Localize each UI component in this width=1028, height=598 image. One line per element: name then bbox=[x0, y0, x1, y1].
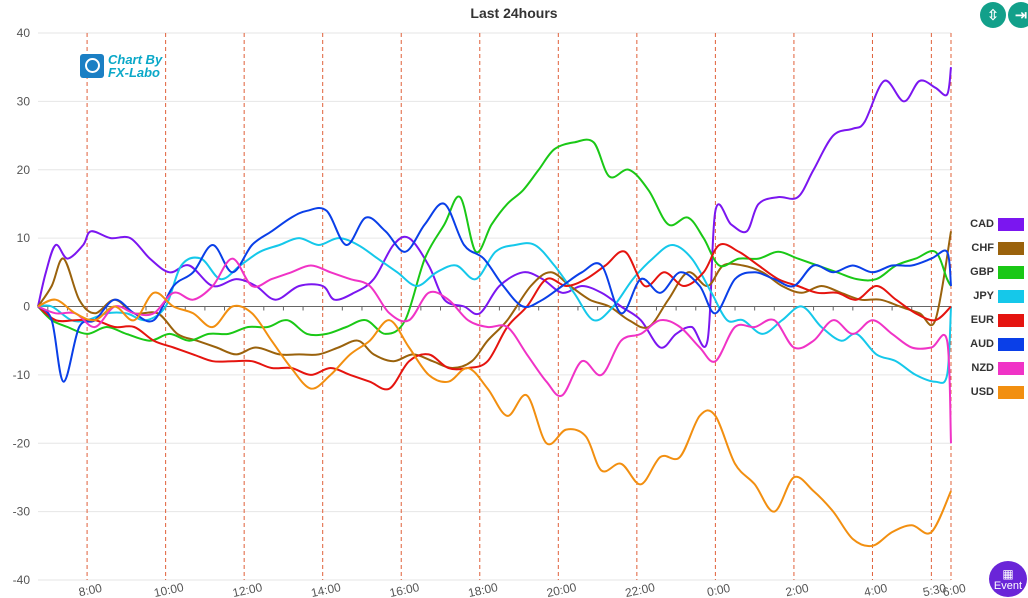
x-tick-label: 5:30 bbox=[922, 581, 948, 598]
x-tick-label: 12:00 bbox=[231, 580, 264, 598]
logo-magnifier-icon bbox=[80, 54, 104, 78]
series-line-nzd bbox=[37, 257, 952, 444]
x-tick-label: 0:00 bbox=[706, 581, 732, 598]
series-line-aud bbox=[37, 202, 952, 383]
x-tick-label: 4:00 bbox=[863, 581, 889, 598]
legend-swatch bbox=[998, 361, 1024, 375]
legend-item-cad[interactable]: CAD bbox=[962, 212, 1024, 236]
series-line-cad bbox=[37, 67, 952, 349]
x-tick-label: 20:00 bbox=[545, 580, 578, 598]
x-tick-label: 14:00 bbox=[310, 580, 343, 598]
y-tick-label: -40 bbox=[13, 573, 31, 587]
export-icon: ⇥ bbox=[1014, 6, 1028, 24]
y-tick-label: 20 bbox=[17, 163, 31, 177]
legend-label: CHF bbox=[971, 242, 994, 254]
series-line-jpy bbox=[37, 237, 952, 384]
legend: CAD CHF GBP JPY EUR AUD NZD USD bbox=[962, 212, 1024, 404]
legend-swatch bbox=[998, 289, 1024, 303]
x-tick-label: 22:00 bbox=[624, 580, 657, 598]
event-button-label: Event bbox=[993, 579, 1023, 592]
x-tick-label: 8:00 bbox=[77, 581, 103, 598]
y-tick-label: 40 bbox=[17, 26, 31, 40]
event-button[interactable]: ▦ Event bbox=[989, 561, 1027, 597]
legend-label: JPY bbox=[973, 290, 994, 302]
legend-swatch bbox=[998, 313, 1024, 327]
legend-label: GBP bbox=[970, 266, 994, 278]
legend-item-aud[interactable]: AUD bbox=[962, 332, 1024, 356]
y-tick-label: -20 bbox=[13, 436, 31, 450]
series-line-chf bbox=[37, 231, 952, 369]
legend-label: USD bbox=[970, 386, 994, 398]
y-tick-label: 0 bbox=[23, 300, 30, 314]
zoom-fit-button[interactable]: ⇳ bbox=[980, 2, 1006, 28]
legend-label: AUD bbox=[970, 338, 994, 350]
zoom-fit-icon: ⇳ bbox=[986, 6, 1000, 24]
legend-swatch bbox=[998, 337, 1024, 351]
logo-line1: Chart By bbox=[108, 52, 163, 67]
legend-item-eur[interactable]: EUR bbox=[962, 308, 1024, 332]
x-tick-label: 18:00 bbox=[467, 580, 500, 598]
x-tick-label: 16:00 bbox=[388, 580, 421, 598]
legend-label: NZD bbox=[971, 362, 994, 374]
y-tick-label: 30 bbox=[17, 94, 31, 108]
x-tick-label: 2:00 bbox=[784, 581, 810, 598]
legend-swatch bbox=[998, 217, 1024, 231]
series-line-eur bbox=[37, 243, 952, 391]
y-tick-label: -30 bbox=[13, 505, 31, 519]
x-tick-label: 10:00 bbox=[153, 580, 186, 598]
legend-item-jpy[interactable]: JPY bbox=[962, 284, 1024, 308]
y-tick-label: -10 bbox=[13, 368, 31, 382]
legend-item-gbp[interactable]: GBP bbox=[962, 260, 1024, 284]
calendar-icon: ▦ bbox=[1002, 566, 1014, 581]
legend-item-chf[interactable]: CHF bbox=[962, 236, 1024, 260]
export-button[interactable]: ⇥ bbox=[1008, 2, 1028, 28]
legend-item-usd[interactable]: USD bbox=[962, 380, 1024, 404]
legend-item-nzd[interactable]: NZD bbox=[962, 356, 1024, 380]
x-tick-label: 6:00 bbox=[941, 581, 967, 598]
logo: Chart By FX-Labo bbox=[80, 53, 162, 79]
legend-swatch bbox=[998, 265, 1024, 279]
logo-line2: FX-Labo bbox=[108, 65, 160, 80]
chart-title: Last 24hours bbox=[470, 5, 558, 21]
legend-swatch bbox=[998, 241, 1024, 255]
legend-label: CAD bbox=[970, 218, 994, 230]
series-line-gbp bbox=[37, 138, 952, 342]
legend-swatch bbox=[998, 385, 1024, 399]
series-line-usd bbox=[37, 291, 952, 548]
legend-label: EUR bbox=[970, 314, 994, 326]
y-tick-label: 10 bbox=[17, 231, 31, 245]
